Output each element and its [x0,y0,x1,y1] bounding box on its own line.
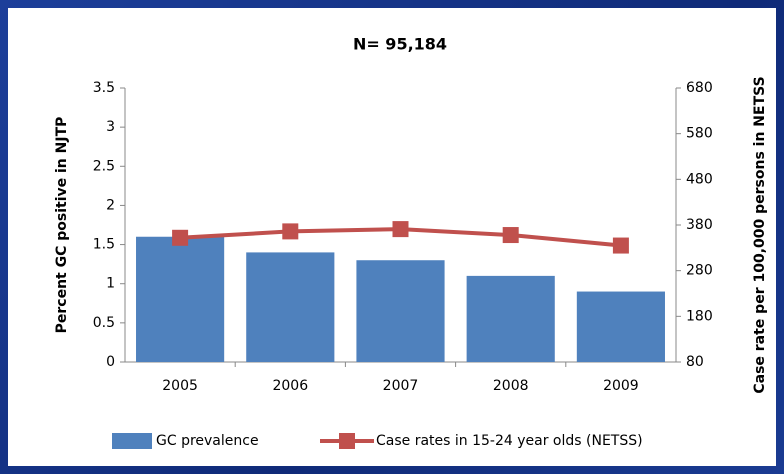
legend-swatch [112,433,152,449]
y2-tick-label: 580 [686,126,713,142]
y2-axis-label: Case rate per 100,000 persons in NETSS [752,76,768,393]
marker [502,227,519,244]
legend-label: GC prevalence [156,433,259,449]
marker [172,229,189,246]
bar [576,291,665,362]
bar [466,275,555,362]
y-tick-label: 3.5 [93,80,115,96]
chart-title: N= 95,184 [353,35,447,54]
x-tick-label: 2006 [272,378,308,394]
marker [392,221,409,238]
x-tick-label: 2007 [383,378,419,394]
bar [356,260,445,362]
legend-label: Case rates in 15-24 year olds (NETSS) [376,433,643,449]
chart-area [8,8,776,466]
y2-tick-label: 480 [686,171,713,187]
x-tick-label: 2009 [603,378,639,394]
bar [246,252,335,362]
y-tick-label: 2.5 [93,158,115,174]
y-tick-label: 1.5 [93,237,115,253]
y-tick-label: 3 [106,119,115,135]
x-tick-label: 2005 [162,378,198,394]
y-tick-label: 1 [106,276,115,292]
y-tick-label: 2 [106,197,115,213]
y2-tick-label: 680 [686,80,713,96]
bar [136,236,225,362]
y2-tick-label: 280 [686,263,713,279]
y-tick-label: 0 [106,354,115,370]
y2-tick-label: 380 [686,217,713,233]
marker [282,223,299,240]
y-tick-label: 0.5 [93,315,115,331]
y2-tick-label: 180 [686,308,713,324]
marker [612,237,629,254]
y-axis-label: Percent GC positive in NJTP [54,117,70,334]
x-tick-label: 2008 [493,378,529,394]
y2-tick-label: 80 [686,354,704,370]
legend-marker [339,433,355,449]
